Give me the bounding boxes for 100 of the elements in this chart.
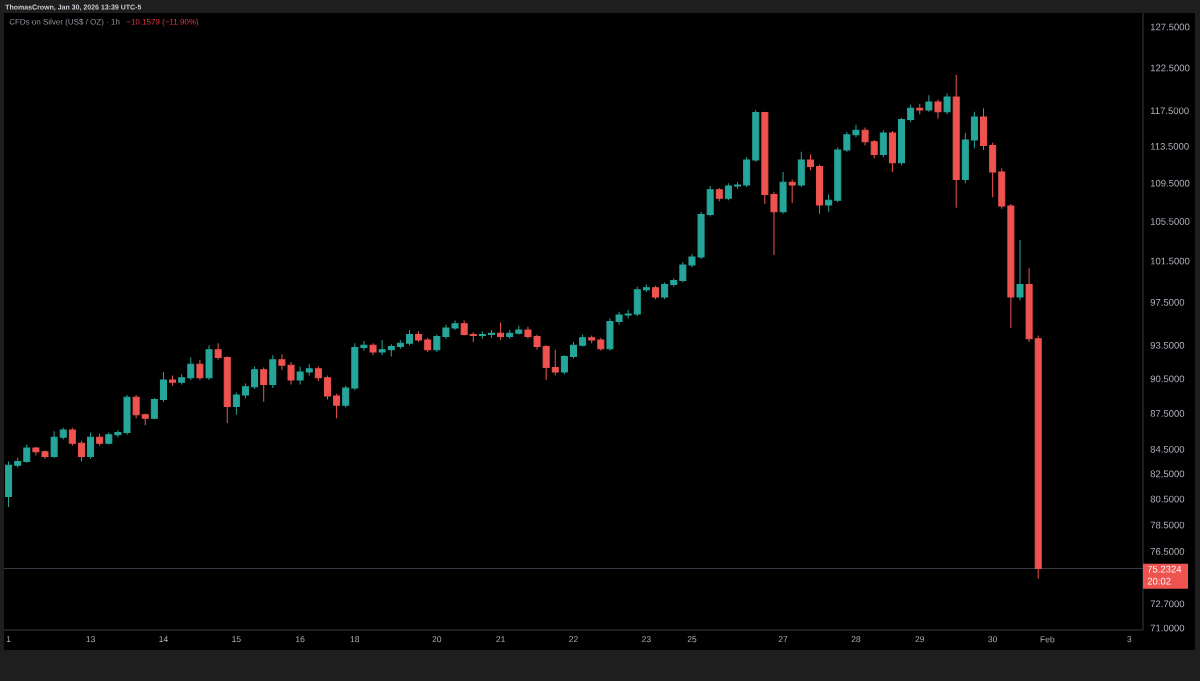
candlestick bbox=[788, 178, 796, 204]
candlestick bbox=[551, 349, 559, 376]
candlestick bbox=[661, 282, 669, 300]
y-tick-label: 84.5000 bbox=[1150, 445, 1185, 453]
candlestick bbox=[943, 92, 951, 115]
candlestick bbox=[706, 185, 714, 218]
candlestick bbox=[834, 146, 842, 203]
candlestick bbox=[405, 329, 413, 346]
y-tick-label: 117.5000 bbox=[1150, 107, 1189, 115]
y-tick-label: 127.5000 bbox=[1150, 23, 1190, 31]
candlestick bbox=[515, 325, 523, 335]
x-tick-label: 22 bbox=[569, 636, 578, 643]
candlestick bbox=[724, 182, 732, 201]
candlestick bbox=[1016, 239, 1024, 301]
candlestick bbox=[670, 277, 678, 288]
y-tick-label: 72.7000 bbox=[1150, 600, 1185, 608]
candlestick bbox=[624, 309, 632, 319]
candlestick bbox=[888, 130, 896, 173]
candlestick bbox=[469, 331, 477, 343]
text: −10.1579 (−11.90%) bbox=[126, 18, 199, 27]
y-tick-label: 82.5000 bbox=[1150, 470, 1185, 478]
candlestick bbox=[816, 164, 824, 215]
candlestick bbox=[998, 167, 1006, 210]
candlestick bbox=[907, 104, 915, 123]
candlestick bbox=[925, 94, 933, 113]
x-tick-label: 13 bbox=[86, 636, 95, 643]
candlestick bbox=[806, 154, 814, 171]
candlestick bbox=[87, 431, 95, 460]
candlestick bbox=[77, 440, 85, 462]
candlestick bbox=[314, 365, 322, 382]
candlestick bbox=[342, 385, 350, 409]
y-tick-label: 109.5000 bbox=[1150, 179, 1190, 187]
y-tick-label: 90.5000 bbox=[1150, 375, 1185, 383]
x-tick-label: Feb bbox=[1040, 636, 1055, 643]
y-tick-label: 113.5000 bbox=[1150, 142, 1189, 150]
candlestick bbox=[934, 99, 942, 120]
candlestick bbox=[351, 342, 359, 391]
x-tick-label: 1 bbox=[6, 636, 11, 642]
candlestick bbox=[743, 156, 751, 188]
candlestick bbox=[223, 355, 231, 424]
candlestick bbox=[178, 373, 186, 386]
candlestick bbox=[487, 329, 495, 339]
candlestick bbox=[506, 329, 514, 340]
candlestick bbox=[861, 127, 869, 146]
candlestick bbox=[96, 433, 104, 447]
candlestick bbox=[542, 344, 550, 381]
candlestick bbox=[296, 365, 304, 386]
candlestick bbox=[360, 340, 368, 352]
candlestick bbox=[779, 171, 787, 215]
candlestick bbox=[1034, 335, 1042, 580]
candlestick bbox=[387, 343, 395, 357]
x-tick-label: 16 bbox=[296, 636, 305, 643]
candlestick bbox=[970, 111, 978, 149]
candlestick bbox=[141, 412, 149, 426]
y-tick-label: 87.5000 bbox=[1150, 410, 1185, 417]
candlestick bbox=[879, 129, 887, 158]
candlestick bbox=[652, 285, 660, 300]
candlestick bbox=[1025, 267, 1033, 343]
candlestick bbox=[560, 354, 568, 375]
candlestick bbox=[59, 427, 67, 441]
x-tick-label: 23 bbox=[642, 636, 651, 643]
x-tick-label: 20 bbox=[432, 636, 442, 643]
candlestick bbox=[797, 151, 805, 188]
text: CFDs on Silver (US$ / OZ) · 1h bbox=[9, 18, 120, 27]
candlestick bbox=[50, 430, 58, 459]
candlestick bbox=[588, 335, 596, 344]
y-tick-label: 76.5000 bbox=[1150, 548, 1185, 555]
candlestick bbox=[980, 107, 988, 151]
candlestick bbox=[579, 333, 587, 347]
candlestick bbox=[305, 363, 313, 376]
candlestick bbox=[232, 392, 240, 416]
candlestick bbox=[952, 74, 960, 209]
candlestick bbox=[214, 342, 222, 361]
y-tick-label: 105.5000 bbox=[1150, 218, 1190, 225]
candlestick bbox=[23, 443, 31, 464]
candlestick bbox=[14, 457, 22, 469]
candlestick bbox=[569, 341, 578, 360]
candlestick bbox=[260, 367, 268, 403]
y-tick-label: 122.5000 bbox=[1150, 64, 1190, 72]
x-tick-label: 30 bbox=[988, 636, 998, 643]
candlestick bbox=[642, 284, 650, 293]
candlestick bbox=[205, 344, 213, 381]
candlestick bbox=[424, 337, 432, 353]
y-tick-label: 80.5000 bbox=[1150, 495, 1185, 503]
y-tick-label: 101.5000 bbox=[1150, 257, 1190, 265]
candlestick bbox=[433, 333, 441, 353]
candlestick bbox=[132, 394, 140, 419]
candlestick bbox=[734, 181, 742, 190]
candlestick bbox=[633, 286, 641, 317]
candlestick bbox=[169, 374, 177, 387]
candlestick bbox=[68, 427, 76, 447]
candlestick bbox=[159, 371, 167, 403]
candlestick bbox=[369, 342, 377, 356]
y-tick-label: 97.5000 bbox=[1150, 298, 1185, 306]
candlestick bbox=[323, 374, 331, 400]
candlestick bbox=[460, 319, 468, 337]
candlestick bbox=[989, 142, 997, 198]
ref-line-label: 75.2324 bbox=[1147, 565, 1182, 573]
candlestick bbox=[187, 357, 195, 381]
x-tick-label: 18 bbox=[350, 636, 360, 643]
